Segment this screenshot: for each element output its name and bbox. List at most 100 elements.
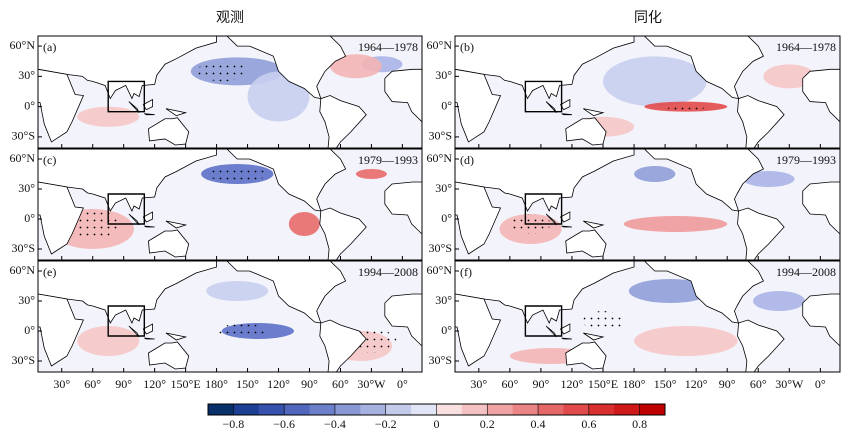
anomaly	[355, 169, 387, 179]
region-box	[107, 193, 146, 225]
land	[128, 325, 140, 338]
lat-label: 60°N	[10, 38, 36, 52]
map-content	[455, 261, 840, 372]
lon-label: 60°	[750, 377, 767, 391]
lon-label: 60°	[332, 377, 349, 391]
land	[38, 293, 85, 367]
lon-label: 60°	[84, 377, 101, 391]
land	[583, 332, 605, 341]
land	[319, 319, 367, 372]
land	[559, 323, 571, 335]
land	[737, 207, 785, 260]
lon-label: 90°	[115, 377, 132, 391]
region-box	[524, 193, 563, 225]
lon-label: 90°	[532, 377, 549, 391]
lat-label: 30°	[18, 181, 35, 195]
lat-label: 0°	[24, 211, 35, 225]
land	[455, 149, 635, 212]
colorbar-bin	[208, 404, 234, 415]
lon-label: 90°	[719, 377, 736, 391]
lat-label: 0°	[441, 323, 452, 337]
period-label: 1994—2008	[358, 265, 418, 279]
land	[148, 341, 190, 370]
colorbar-bin	[512, 404, 539, 415]
land	[384, 293, 422, 347]
panel-label: (e)	[43, 265, 56, 279]
land	[802, 181, 840, 235]
panel-frame	[37, 35, 423, 149]
colorbar-label: 0.4	[531, 417, 546, 431]
land	[737, 95, 785, 148]
significance	[582, 311, 623, 331]
land	[545, 101, 557, 113]
land	[144, 337, 155, 340]
land	[142, 98, 153, 111]
land	[455, 261, 635, 324]
region-box	[524, 305, 563, 337]
lat-label: 30°S	[429, 353, 452, 367]
lat-label: 30°	[435, 181, 452, 195]
colorbar-label: 0.6	[581, 417, 596, 431]
land	[455, 68, 502, 143]
map-content	[38, 149, 422, 260]
land	[802, 293, 840, 347]
land	[560, 98, 571, 111]
colorbar-label: −0.2	[375, 417, 397, 431]
panel-frame	[454, 148, 841, 261]
land	[802, 68, 840, 123]
lon-label: 120°	[561, 377, 584, 391]
land	[128, 101, 140, 113]
lat-label: 30°	[435, 68, 452, 82]
lon-label: 180°	[623, 377, 646, 391]
land	[38, 181, 85, 255]
anomaly	[628, 279, 712, 303]
lat-label: 30°	[18, 68, 35, 82]
anomaly	[753, 291, 805, 311]
colorbar-label: 0.8	[632, 417, 647, 431]
lat-label: 60°N	[10, 151, 36, 165]
land	[38, 261, 217, 324]
period-label: 1979—1993	[358, 153, 418, 167]
anomaly	[742, 171, 795, 187]
land	[142, 211, 153, 223]
lon-label: 90°	[301, 377, 318, 391]
land	[148, 117, 190, 146]
period-label: 1979—1993	[776, 153, 836, 167]
land	[38, 149, 217, 212]
lat-label: 30°S	[12, 241, 35, 255]
lon-label: 30°W	[357, 377, 386, 391]
lon-label: 0°	[815, 377, 826, 391]
map-panel: (f) 1994—2008 60°N 30° 0° 30°S 30° 60° 90° 120° 15…	[427, 260, 841, 391]
land	[165, 220, 188, 229]
lat-label: 0°	[441, 98, 452, 112]
panel-frame	[37, 260, 423, 373]
land	[455, 36, 635, 100]
lon-label: 120°	[267, 377, 290, 391]
lat-label: 60°N	[10, 263, 36, 277]
land	[142, 323, 153, 335]
region-box	[524, 80, 563, 113]
colorbar-bin	[487, 404, 514, 415]
land	[165, 332, 188, 341]
panel-label: (f)	[460, 265, 472, 279]
colorbar-label: −0.4	[324, 417, 346, 431]
map-panel: (d) 1979—1993 60°N 30° 0° 30°S	[427, 148, 841, 261]
colorbar-bin	[258, 404, 285, 415]
land	[565, 229, 607, 258]
panel-label: (a)	[43, 40, 56, 54]
colorbar-bin	[411, 404, 437, 415]
lat-label: 60°N	[427, 38, 453, 52]
land	[455, 293, 502, 367]
colorbar-bin	[334, 404, 361, 415]
map-content	[455, 149, 840, 260]
lon-label: 30°W	[775, 377, 804, 391]
lat-label: 30°S	[429, 241, 452, 255]
lat-label: 0°	[441, 211, 452, 225]
lat-label: 60°N	[427, 263, 453, 277]
region-box	[107, 80, 146, 113]
land	[565, 341, 607, 370]
lat-label: 30°S	[429, 129, 452, 143]
period-label: 1964—1978	[776, 40, 836, 54]
lon-label: 0°	[397, 377, 408, 391]
anomaly	[763, 64, 816, 89]
